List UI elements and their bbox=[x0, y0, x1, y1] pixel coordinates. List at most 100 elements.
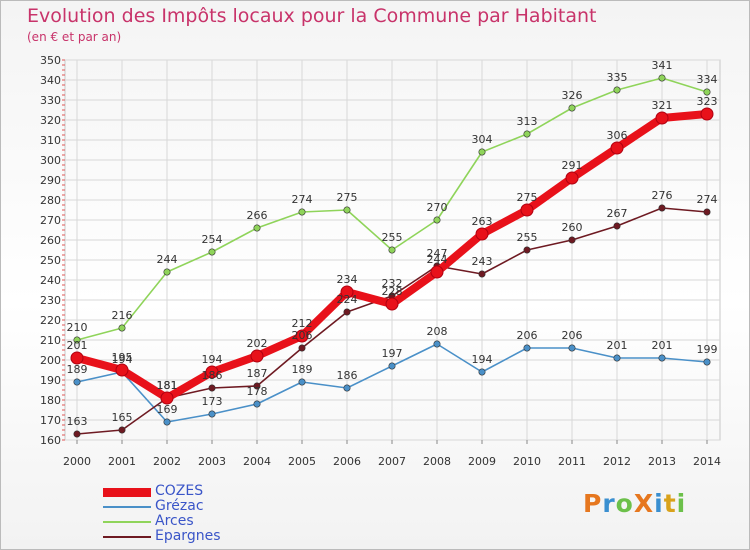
data-label-epargnes: 186 bbox=[202, 369, 223, 382]
y-tick-label: 290 bbox=[40, 174, 61, 187]
x-tick-label: 2000 bbox=[63, 455, 91, 468]
data-label-cozes: 275 bbox=[517, 191, 538, 204]
y-tick-label: 240 bbox=[40, 274, 61, 287]
proxiti-logo: ProXiti bbox=[583, 489, 686, 518]
logo-letter: o bbox=[615, 489, 634, 518]
data-point-epargnes bbox=[298, 344, 306, 352]
data-label-cozes: 306 bbox=[607, 129, 628, 142]
x-tick-label: 2008 bbox=[423, 455, 451, 468]
logo-letter: r bbox=[602, 489, 616, 518]
data-label-grzac: 189 bbox=[292, 363, 313, 376]
data-point-grzac bbox=[73, 378, 81, 386]
data-point-epargnes bbox=[613, 222, 621, 230]
data-point-cozes bbox=[610, 141, 624, 155]
data-label-cozes: 321 bbox=[652, 99, 673, 112]
data-point-grzac bbox=[343, 384, 351, 392]
x-tick-label: 2012 bbox=[603, 455, 631, 468]
data-label-arces: 255 bbox=[382, 231, 403, 244]
data-point-arces bbox=[433, 216, 441, 224]
logo-letter: X bbox=[633, 489, 655, 518]
y-tick-label: 160 bbox=[40, 434, 61, 447]
data-label-epargnes: 276 bbox=[652, 189, 673, 202]
x-tick-label: 2011 bbox=[558, 455, 586, 468]
y-tick-label: 280 bbox=[40, 194, 61, 207]
data-point-grzac bbox=[703, 358, 711, 366]
x-tick-label: 2007 bbox=[378, 455, 406, 468]
data-label-arces: 341 bbox=[652, 59, 673, 72]
data-label-arces: 304 bbox=[472, 133, 493, 146]
chart-subtitle: (en € et par an) bbox=[27, 30, 122, 44]
data-label-epargnes: 267 bbox=[607, 207, 628, 220]
y-tick-label: 310 bbox=[40, 134, 61, 147]
y-tick-label: 350 bbox=[40, 54, 61, 67]
data-point-grzac bbox=[523, 344, 531, 352]
data-point-cozes bbox=[115, 363, 129, 377]
x-tick-label: 2009 bbox=[468, 455, 496, 468]
x-tick-label: 2010 bbox=[513, 455, 541, 468]
data-label-grzac: 208 bbox=[427, 325, 448, 338]
data-point-grzac bbox=[163, 418, 171, 426]
data-point-epargnes bbox=[523, 246, 531, 254]
data-point-grzac bbox=[613, 354, 621, 362]
data-label-grzac: 206 bbox=[562, 329, 583, 342]
data-label-epargnes: 260 bbox=[562, 221, 583, 234]
data-point-cozes bbox=[160, 391, 174, 405]
data-label-cozes: 228 bbox=[382, 285, 403, 298]
data-label-epargnes: 187 bbox=[247, 367, 268, 380]
data-label-arces: 254 bbox=[202, 233, 223, 246]
data-label-cozes: 201 bbox=[67, 339, 88, 352]
x-tick-label: 2005 bbox=[288, 455, 316, 468]
data-label-cozes: 323 bbox=[697, 95, 718, 108]
data-point-arces bbox=[343, 206, 351, 214]
y-tick-label: 320 bbox=[40, 114, 61, 127]
data-label-epargnes: 181 bbox=[157, 379, 178, 392]
data-point-grzac bbox=[478, 368, 486, 376]
data-point-grzac bbox=[388, 362, 396, 370]
y-tick-label: 220 bbox=[40, 314, 61, 327]
data-label-arces: 274 bbox=[292, 193, 313, 206]
data-point-cozes bbox=[430, 265, 444, 279]
y-tick-label: 190 bbox=[40, 374, 61, 387]
data-label-grzac: 199 bbox=[697, 343, 718, 356]
data-label-arces: 216 bbox=[112, 309, 133, 322]
data-point-arces bbox=[208, 248, 216, 256]
legend-swatch-grzac bbox=[103, 506, 151, 508]
legend-label-grzac: Grézac bbox=[155, 498, 204, 514]
x-tick-label: 2001 bbox=[108, 455, 136, 468]
data-label-cozes: 291 bbox=[562, 159, 583, 172]
data-label-grzac: 197 bbox=[382, 347, 403, 360]
data-point-cozes bbox=[250, 349, 264, 363]
data-point-epargnes bbox=[343, 308, 351, 316]
y-tick-label: 340 bbox=[40, 74, 61, 87]
data-label-epargnes: 247 bbox=[427, 247, 448, 260]
data-point-arces bbox=[73, 336, 81, 344]
data-label-arces: 326 bbox=[562, 89, 583, 102]
y-tick-label: 180 bbox=[40, 394, 61, 407]
y-tick-label: 210 bbox=[40, 334, 61, 347]
y-tick-label: 260 bbox=[40, 234, 61, 247]
x-tick-label: 2014 bbox=[693, 455, 721, 468]
data-label-arces: 275 bbox=[337, 191, 358, 204]
data-label-grzac: 189 bbox=[67, 363, 88, 376]
data-point-arces bbox=[523, 130, 531, 138]
data-label-epargnes: 224 bbox=[337, 293, 358, 306]
data-label-epargnes: 255 bbox=[517, 231, 538, 244]
data-point-epargnes bbox=[208, 384, 216, 392]
data-label-cozes: 212 bbox=[292, 317, 313, 330]
data-point-epargnes bbox=[478, 270, 486, 278]
data-point-arces bbox=[163, 268, 171, 276]
data-label-grzac: 169 bbox=[157, 403, 178, 416]
data-point-cozes bbox=[475, 227, 489, 241]
data-point-cozes bbox=[70, 351, 84, 365]
data-label-arces: 270 bbox=[427, 201, 448, 214]
data-point-grzac bbox=[433, 340, 441, 348]
data-label-grzac: 173 bbox=[202, 395, 223, 408]
data-point-epargnes bbox=[703, 208, 711, 216]
data-point-arces bbox=[253, 224, 261, 232]
data-label-cozes: 234 bbox=[337, 273, 358, 286]
x-tick-label: 2013 bbox=[648, 455, 676, 468]
data-point-epargnes bbox=[118, 426, 126, 434]
data-label-cozes: 194 bbox=[202, 353, 223, 366]
data-point-cozes bbox=[565, 171, 579, 185]
data-label-epargnes: 232 bbox=[382, 277, 403, 290]
